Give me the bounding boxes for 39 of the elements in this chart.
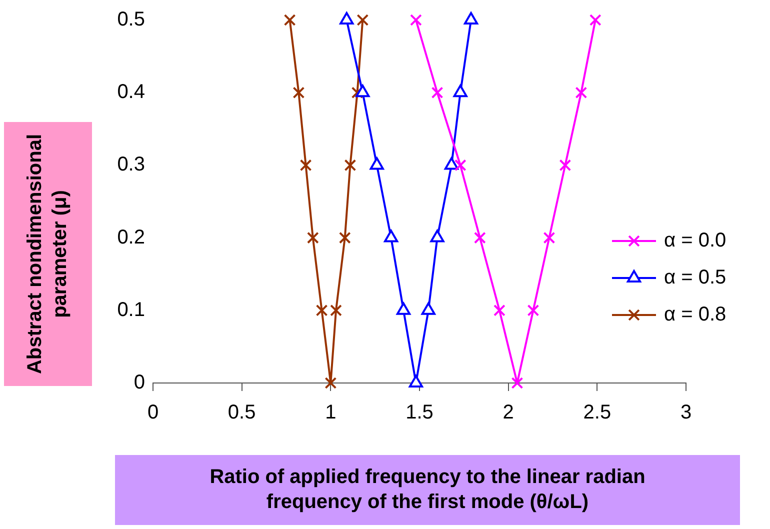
legend-label: α = 0.5 [664, 266, 726, 289]
y-tick-label: 0 [134, 372, 145, 394]
point [559, 159, 572, 172]
legend-label: α = 0.0 [664, 230, 726, 252]
point [431, 86, 444, 99]
point [511, 377, 524, 389]
x-tick-label: 0.5 [228, 402, 256, 424]
point [575, 86, 588, 99]
x-tick-label: 2 [502, 402, 514, 424]
y-tick-label: 0.4 [117, 81, 145, 104]
point [543, 232, 556, 244]
point [454, 159, 466, 172]
point [330, 304, 342, 316]
point [300, 159, 312, 172]
point [344, 159, 356, 172]
point [474, 232, 486, 244]
y-axis-title: Abstract nondimensional parameter (μ) [23, 132, 72, 376]
point [292, 86, 305, 99]
point [324, 377, 337, 389]
y-tick-label: 0.5 [117, 8, 145, 31]
y-tick-label: 0.2 [117, 226, 145, 248]
point [284, 14, 296, 26]
point [316, 304, 328, 316]
point [494, 304, 506, 316]
point [338, 232, 351, 244]
x-tick-label: 2.5 [583, 402, 612, 424]
point [589, 14, 602, 26]
x-tick-label: 3 [680, 402, 692, 424]
point [527, 304, 540, 316]
x-tick-label: 1 [325, 402, 336, 424]
x-axis-title: Ratio of applied frequency to the linear radian frequency of the first mode (θ/ωL) [115, 455, 740, 525]
x-tick-label: 0 [147, 402, 159, 424]
legend-label: α = 0.8 [664, 304, 726, 326]
point [356, 14, 369, 26]
x-tick-label: 1.5 [406, 402, 434, 424]
y-tick-label: 0.3 [117, 154, 145, 176]
point [306, 232, 319, 244]
point [410, 14, 422, 26]
y-tick-label: 0.1 [117, 298, 145, 321]
